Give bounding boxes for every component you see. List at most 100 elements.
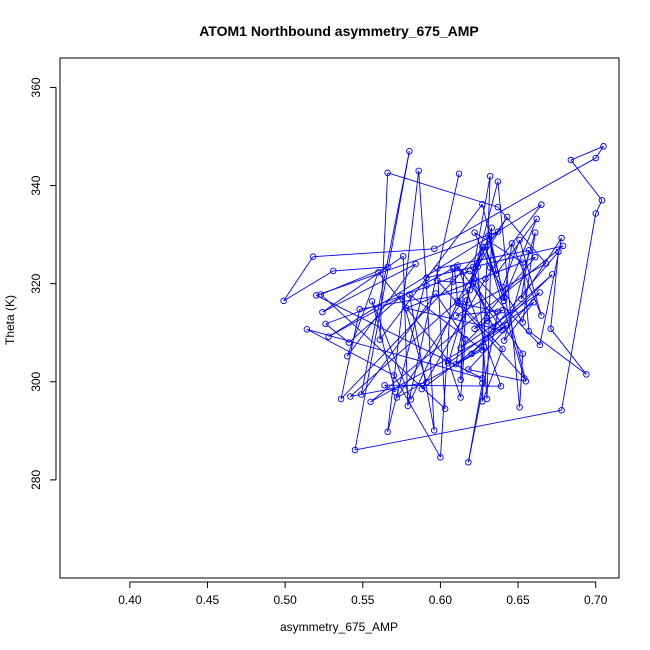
data-point <box>460 268 467 276</box>
data-point <box>525 247 533 254</box>
data-point <box>407 396 415 403</box>
series-segment <box>418 170 427 286</box>
series-segment <box>426 245 564 279</box>
series-segment <box>474 232 523 263</box>
data-point <box>479 379 486 387</box>
series-segment <box>471 251 559 355</box>
data-point <box>600 143 607 150</box>
x-axis: 0.40 0.45 0.50 0.55 0.60 0.65 0.70 <box>118 581 608 607</box>
data-point <box>330 267 337 275</box>
series-segment <box>421 278 486 390</box>
data-point <box>474 263 481 271</box>
data-point <box>423 274 430 282</box>
series-segment <box>447 360 462 398</box>
series-segment <box>570 159 603 201</box>
data-point <box>486 172 494 180</box>
x-tick-label: 0.40 <box>118 593 142 607</box>
data-point <box>500 294 508 302</box>
data-point <box>536 289 544 296</box>
data-point <box>406 291 413 298</box>
data-point <box>583 371 590 378</box>
series-segment <box>306 328 483 379</box>
data-point <box>494 178 502 185</box>
data-point <box>309 253 317 260</box>
series-segment <box>474 309 503 330</box>
series-segment <box>453 267 458 301</box>
data-point <box>454 297 461 305</box>
data-point <box>531 229 539 236</box>
data-point <box>449 265 457 272</box>
data-point <box>462 335 469 343</box>
data-point <box>322 320 329 328</box>
data-point <box>449 278 457 285</box>
series-segment <box>410 302 458 400</box>
data-point <box>384 428 391 436</box>
y-tick-label: 320 <box>29 273 43 293</box>
data-point <box>499 327 506 334</box>
data-point <box>437 454 444 461</box>
data-point <box>525 327 533 335</box>
series-segment <box>497 206 547 264</box>
plot-frame <box>59 57 620 579</box>
data-point <box>519 259 526 266</box>
data-point <box>547 325 554 333</box>
series-segment <box>426 285 435 431</box>
series-segment <box>354 409 562 451</box>
series-segment <box>371 301 412 400</box>
series-segment <box>387 277 427 432</box>
series-segment <box>322 263 416 313</box>
y-tick-label: 280 <box>29 470 43 490</box>
data-point <box>485 232 492 239</box>
series-segment <box>436 280 525 379</box>
data-point <box>559 242 567 250</box>
data-point <box>558 406 565 414</box>
data-point <box>451 264 458 271</box>
series-segment <box>570 145 604 161</box>
data-point <box>367 398 374 406</box>
data-point <box>483 395 491 403</box>
data-point <box>466 286 474 294</box>
data-point <box>415 167 422 175</box>
data-point <box>337 395 345 403</box>
series-segment <box>488 235 527 382</box>
data-point <box>533 215 540 223</box>
series-segment <box>340 281 454 400</box>
series-segment <box>379 203 483 340</box>
series-segment <box>407 173 460 406</box>
data-point <box>463 297 471 304</box>
series-segment <box>408 294 435 431</box>
data-point <box>423 282 430 289</box>
series-segment <box>495 218 538 275</box>
x-tick-label: 0.45 <box>196 593 220 607</box>
series-segment <box>350 381 427 397</box>
series-segment <box>503 302 534 341</box>
data-point <box>384 263 391 271</box>
data-point <box>454 299 461 307</box>
data-point <box>483 314 491 322</box>
series-segment <box>379 172 389 340</box>
data-point <box>483 317 491 325</box>
data-point <box>516 236 523 244</box>
data-point <box>357 391 365 398</box>
series-segment <box>306 328 395 376</box>
data-point <box>430 245 438 253</box>
data-point <box>381 381 388 389</box>
data-point <box>493 270 500 278</box>
data-point <box>517 295 525 303</box>
data-point <box>457 394 464 401</box>
data-point <box>399 252 407 260</box>
x-axis-label: asymmetry_675_AMP <box>280 620 398 634</box>
x-tick-label: 0.65 <box>506 593 530 607</box>
data-point <box>325 333 332 340</box>
series-segment <box>283 270 334 302</box>
data-point <box>592 210 599 217</box>
series-segment <box>472 227 493 283</box>
series-segment <box>360 151 410 395</box>
series-segment <box>519 353 524 408</box>
series-segment <box>595 146 604 159</box>
data-point <box>494 308 502 315</box>
series-segment <box>457 216 508 302</box>
series-segment <box>333 266 388 272</box>
data-point <box>499 306 506 314</box>
series-segment <box>519 239 542 316</box>
